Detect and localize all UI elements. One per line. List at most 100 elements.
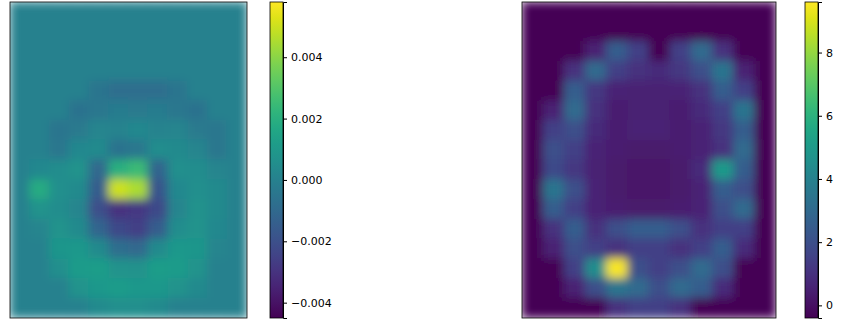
cell: [712, 278, 734, 299]
cell: [207, 81, 228, 102]
cell: [733, 61, 755, 82]
cell: [10, 179, 30, 200]
cell: [606, 199, 628, 220]
cell: [754, 179, 776, 200]
cell: [670, 278, 692, 299]
cell: [207, 199, 228, 220]
cell: [712, 2, 734, 22]
panel: 02468: [522, 2, 834, 319]
cell: [649, 199, 671, 220]
cell: [128, 41, 149, 62]
tick: 8: [818, 47, 833, 60]
cell: [187, 2, 208, 22]
cell: [49, 298, 70, 318]
tick: 4: [818, 173, 833, 186]
cell: [649, 298, 671, 318]
cell: [29, 2, 50, 22]
cell: [207, 140, 228, 161]
panel: −0.004−0.0020.0000.0020.004: [10, 2, 332, 319]
colorbar: [805, 2, 818, 318]
cell: [522, 219, 544, 240]
cell: [733, 81, 755, 102]
cell: [649, 2, 671, 22]
cell: [89, 298, 110, 318]
cell: [670, 219, 692, 240]
cell: [754, 120, 776, 141]
cell: [168, 239, 189, 260]
cell: [49, 21, 70, 42]
cell: [649, 160, 671, 181]
cell: [69, 179, 90, 200]
cell: [754, 258, 776, 279]
cell: [207, 179, 228, 200]
cell: [733, 199, 755, 220]
cell: [69, 81, 90, 102]
cell: [691, 140, 713, 161]
cell: [522, 140, 544, 161]
cell: [522, 278, 544, 299]
cell: [606, 2, 628, 22]
cell: [108, 239, 129, 260]
figure: −0.004−0.0020.0000.0020.004 02468: [0, 0, 843, 324]
cell: [49, 199, 70, 220]
cell: [69, 199, 90, 220]
cell: [108, 140, 129, 161]
cell: [670, 258, 692, 279]
tick-label: 0.000: [291, 174, 323, 187]
cell: [733, 179, 755, 200]
cell: [522, 298, 544, 318]
cell: [168, 160, 189, 181]
cell: [733, 160, 755, 181]
cell: [168, 179, 189, 200]
cell: [606, 239, 628, 260]
cell: [543, 278, 565, 299]
cell: [10, 21, 30, 42]
cell: [522, 21, 544, 42]
cell: [227, 100, 247, 121]
cell: [108, 120, 129, 141]
cell: [10, 140, 30, 161]
tick-mark: [283, 119, 287, 120]
cell: [564, 120, 586, 141]
cell: [207, 239, 228, 260]
cell: [712, 140, 734, 161]
cell: [649, 100, 671, 121]
cell: [187, 179, 208, 200]
cell: [128, 21, 149, 42]
cell: [712, 120, 734, 141]
cell: [89, 160, 110, 181]
cell: [10, 278, 30, 299]
plot-area: [522, 2, 776, 318]
cell: [585, 21, 607, 42]
cell: [227, 239, 247, 260]
cell: [49, 41, 70, 62]
cell: [585, 179, 607, 200]
cell: [187, 120, 208, 141]
cell: [606, 140, 628, 161]
cell: [564, 278, 586, 299]
cell: [89, 120, 110, 141]
cell: [168, 298, 189, 318]
cell: [691, 278, 713, 299]
cell: [733, 2, 755, 22]
cell: [627, 278, 649, 299]
cell: [69, 258, 90, 279]
cell: [148, 140, 169, 161]
cell: [227, 41, 247, 62]
cell: [128, 199, 149, 220]
tick-mark: [283, 241, 287, 242]
cell: [712, 41, 734, 62]
cell: [543, 160, 565, 181]
colorbar: [270, 2, 283, 318]
cell: [10, 81, 30, 102]
cell: [564, 199, 586, 220]
cell: [712, 81, 734, 102]
cell: [207, 120, 228, 141]
cell: [89, 258, 110, 279]
cell: [187, 219, 208, 240]
cell: [49, 140, 70, 161]
cell: [712, 258, 734, 279]
cell: [69, 100, 90, 121]
cell: [69, 2, 90, 22]
cell: [49, 100, 70, 121]
